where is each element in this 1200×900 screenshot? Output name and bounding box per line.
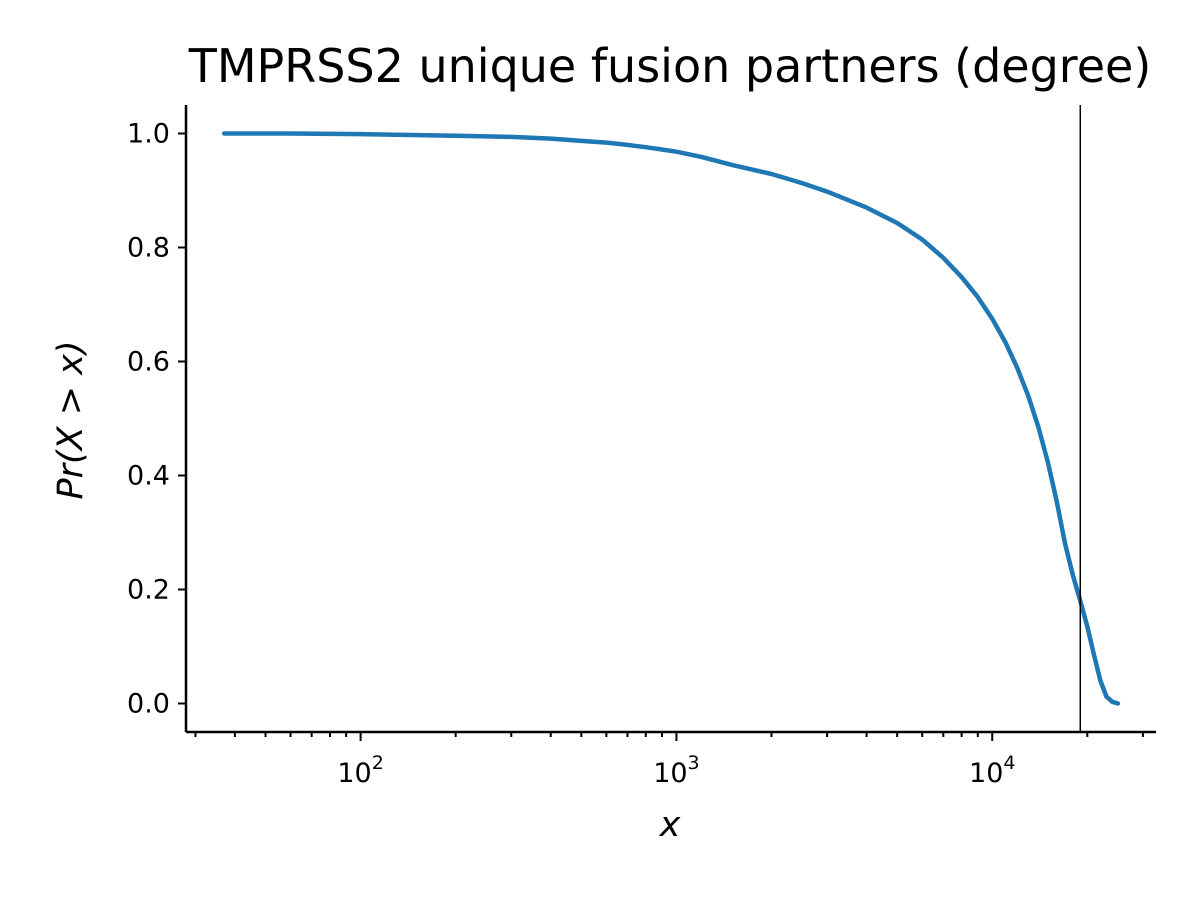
x-tick-label: 102 [337, 752, 383, 789]
x-axis-label: x [659, 805, 681, 845]
y-axis-label: Pr(X > x) [51, 340, 91, 499]
y-tick-label: 0.0 [127, 689, 170, 720]
x-axis: 102 103 104 [186, 730, 1156, 789]
y-axis: 0.0 0.2 0.4 0.6 0.8 1.0 [127, 105, 188, 732]
series-line-0 [221, 131, 1121, 706]
y-tick-label: 0.4 [127, 461, 170, 492]
x-tick-label: 104 [969, 752, 1015, 789]
y-tick-label: 0.2 [127, 575, 170, 606]
y-tick-label: 0.8 [127, 233, 170, 264]
chart-title: TMPRSS2 unique fusion partners (degree) [188, 39, 1152, 93]
y-tick-label: 0.6 [127, 347, 170, 378]
x-tick-label: 103 [653, 752, 699, 789]
plot-area [221, 105, 1121, 732]
y-tick-label: 1.0 [127, 119, 170, 150]
